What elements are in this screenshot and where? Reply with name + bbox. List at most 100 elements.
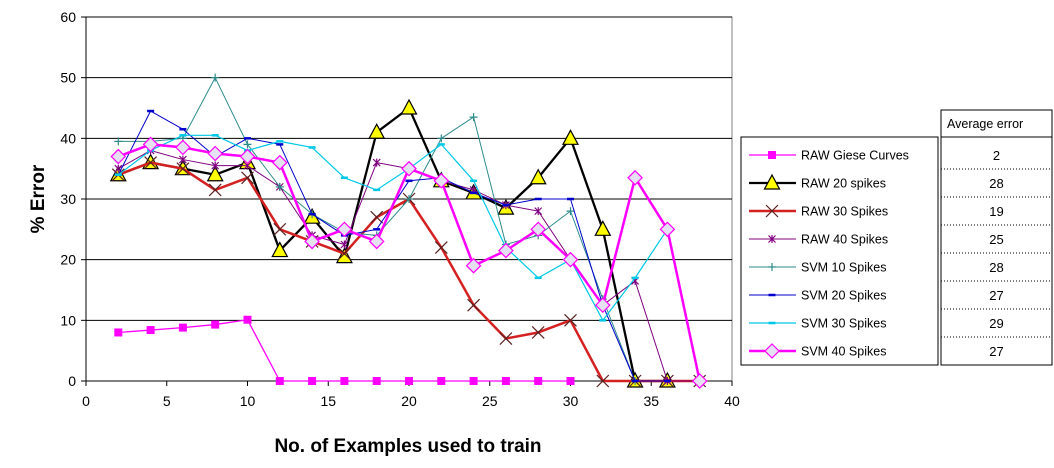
data-point <box>529 168 547 185</box>
x-tick-label: 20 <box>401 393 417 409</box>
data-point <box>340 377 349 385</box>
x-tick-label: 0 <box>82 393 90 409</box>
data-point <box>401 160 417 177</box>
data-point <box>534 207 543 216</box>
data-point <box>241 171 254 185</box>
data-point <box>405 377 413 385</box>
y-tick-label: 30 <box>60 191 76 207</box>
data-point <box>239 148 256 165</box>
data-point <box>763 173 781 190</box>
gridlines <box>86 16 732 321</box>
data-point <box>308 377 317 385</box>
legend: Average error RAW Giese Curves 2 RAW 20 spi… <box>740 109 1053 366</box>
data-point <box>178 155 187 164</box>
x-tick-label: 5 <box>163 393 171 409</box>
data-point <box>566 377 575 385</box>
data-point <box>469 377 478 385</box>
avg-value: 28 <box>989 176 1003 191</box>
y-tick-label: 10 <box>60 312 76 328</box>
series-1 <box>109 98 676 388</box>
x-tick-label: 15 <box>320 393 336 409</box>
data-point <box>434 241 448 254</box>
data-point <box>146 326 155 335</box>
legend-label: SVM 30 Spikes <box>801 317 886 331</box>
data-point <box>207 145 224 162</box>
data-point <box>271 154 288 171</box>
data-point <box>433 172 450 189</box>
data-point <box>400 98 418 115</box>
data-point <box>562 251 579 268</box>
data-point <box>211 73 220 82</box>
data-point <box>437 377 446 385</box>
data-point <box>206 165 224 182</box>
avg-value: 29 <box>989 316 1003 331</box>
legend-label: SVM 10 Spikes <box>801 261 886 275</box>
x-tick-label: 10 <box>240 393 256 409</box>
data-point <box>596 374 610 388</box>
data-point <box>499 332 513 345</box>
x-tick-label: 35 <box>643 393 659 409</box>
y-axis-title: % Error <box>28 164 49 233</box>
legend-box <box>740 136 939 366</box>
data-point <box>469 113 478 122</box>
data-point <box>530 221 547 238</box>
data-point <box>437 134 446 143</box>
data-point <box>336 221 353 238</box>
data-point <box>211 161 220 170</box>
data-point <box>465 257 482 274</box>
data-point <box>337 247 351 261</box>
x-tick-label: 30 <box>563 393 579 409</box>
data-point <box>566 207 575 216</box>
avg-value: 25 <box>989 232 1003 247</box>
x-tick-label: 40 <box>724 393 740 409</box>
data-point <box>372 158 381 167</box>
legend-label: RAW Giese Curves <box>801 149 909 163</box>
legend-label: RAW 30 Spikes <box>801 205 888 219</box>
data-point <box>467 298 481 312</box>
series-line <box>117 134 668 321</box>
legend-label: SVM 20 Spikes <box>801 289 886 303</box>
data-point <box>370 210 384 224</box>
data-point <box>691 373 708 389</box>
y-tick-label: 40 <box>60 130 76 146</box>
avg-value: 19 <box>989 204 1003 219</box>
data-point <box>304 233 320 250</box>
y-tick-label: 0 <box>68 373 76 389</box>
data-point <box>208 183 222 197</box>
data-point <box>275 377 284 385</box>
data-point <box>768 235 776 243</box>
data-point <box>501 377 510 385</box>
data-point <box>142 136 159 153</box>
avg-header-cell <box>940 109 1053 138</box>
avg-body <box>940 136 1053 366</box>
data-point <box>594 297 611 314</box>
y-tick-label: 60 <box>60 9 76 25</box>
avg-value: 27 <box>989 344 1003 359</box>
avg-value: 27 <box>989 288 1003 303</box>
avg-value: 28 <box>989 260 1003 275</box>
x-tick-label: 25 <box>482 393 498 409</box>
data-point <box>175 139 191 156</box>
data-point <box>340 240 349 249</box>
legend-label: RAW 20 spikes <box>801 177 886 191</box>
series-lines <box>109 73 708 389</box>
x-axis-title: No. of Examples used to train <box>274 436 541 457</box>
data-point <box>273 222 287 236</box>
data-point <box>368 233 385 250</box>
y-tick-label: 50 <box>60 70 76 86</box>
avg-value: 2 <box>993 148 1000 163</box>
data-point <box>243 315 252 324</box>
data-point <box>765 204 779 218</box>
data-point <box>211 320 220 329</box>
data-point <box>564 313 577 327</box>
data-point <box>531 326 545 339</box>
legend-label: RAW 40 Spikes <box>801 233 888 247</box>
y-tick-label: 20 <box>60 252 76 268</box>
series-line <box>117 106 668 383</box>
data-point <box>271 241 289 258</box>
data-point <box>372 377 381 385</box>
data-point <box>659 221 676 238</box>
data-point <box>176 162 190 176</box>
data-point <box>335 247 353 264</box>
